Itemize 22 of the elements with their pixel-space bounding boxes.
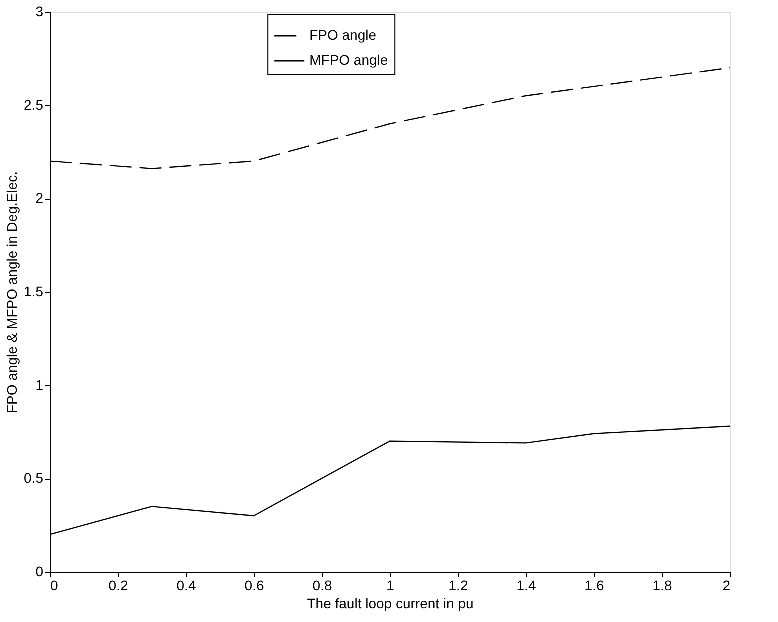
y-axis-title: FPO angle & MFPO angle in Deg.Elec. bbox=[4, 172, 20, 414]
legend-label: MFPO angle bbox=[310, 52, 388, 68]
x-tick-label: 1.6 bbox=[584, 578, 604, 594]
x-tick-label: 0.8 bbox=[312, 578, 332, 594]
y-tick-label: 3 bbox=[36, 4, 44, 20]
x-tick-label: 0.4 bbox=[176, 578, 196, 594]
x-tick-label: 0 bbox=[50, 578, 58, 594]
y-tick-label: 2.5 bbox=[24, 96, 44, 113]
x-tick-label: 1.2 bbox=[448, 578, 468, 594]
x-tick-label: 1.8 bbox=[652, 578, 672, 594]
x-axis-title: The fault loop current in pu bbox=[307, 596, 474, 612]
y-tick-label: 2 bbox=[36, 190, 44, 206]
y-tick-label: 0 bbox=[36, 564, 44, 580]
x-tick-label: 2 bbox=[722, 578, 731, 594]
x-tick-label: 0.2 bbox=[108, 578, 128, 594]
legend-label: FPO angle bbox=[310, 27, 377, 43]
x-tick-label: 1 bbox=[386, 578, 395, 594]
y-tick-label: 1 bbox=[36, 376, 44, 393]
x-tick-label: 1.4 bbox=[516, 578, 536, 594]
y-tick-label: 1.5 bbox=[24, 284, 44, 300]
x-tick-label: 0.6 bbox=[244, 578, 264, 594]
y-tick-label: 0.5 bbox=[24, 470, 44, 486]
